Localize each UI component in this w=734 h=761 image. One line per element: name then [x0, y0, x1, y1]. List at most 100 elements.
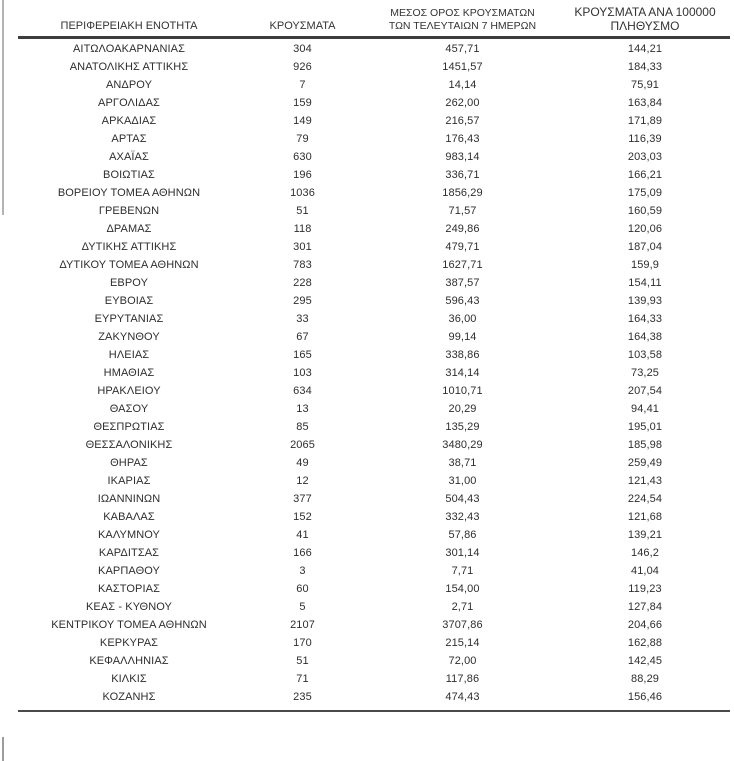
- table-row: ΘΗΡΑΣ 49 38,71 259,49: [18, 454, 730, 472]
- cases-cell: 67: [296, 331, 309, 343]
- per100k-cell: 184,33: [627, 61, 663, 73]
- region-cell: ΚΑΣΤΟΡΙΑΣ: [98, 583, 160, 595]
- region-cell: ΕΥΒΟΙΑΣ: [104, 295, 154, 307]
- per100k-cell: 116,39: [628, 133, 662, 145]
- avg7days-cell: 336,71: [445, 169, 480, 181]
- avg7days-cell: 387,57: [445, 277, 480, 289]
- cases-cell: 51: [296, 655, 309, 667]
- cases-cell: 301: [293, 241, 312, 253]
- region-cell: ΗΛΕΙΑΣ: [108, 349, 150, 361]
- table-row: ΖΑΚΥΝΘΟΥ 67 99,14 164,38: [18, 328, 730, 346]
- cases-cell: 103: [293, 367, 312, 379]
- region-cell: ΒΟΡΕΙΟΥ ΤΟΜΕΑ ΑΘΗΝΩΝ: [57, 187, 201, 199]
- cases-cell: 51: [296, 205, 309, 217]
- region-cell: ΘΗΡΑΣ: [110, 457, 148, 469]
- region-cell: ΚΑΡΠΑΘΟΥ: [98, 565, 160, 577]
- table-row: ΗΜΑΘΙΑΣ 103 314,14 73,25: [18, 364, 730, 382]
- per100k-cell: 127,84: [627, 601, 663, 613]
- region-cell: ΗΜΑΘΙΑΣ: [103, 367, 155, 379]
- per100k-cell: 120,06: [627, 223, 663, 235]
- region-cell: ΘΕΣΣΑΛΟΝΙΚΗΣ: [85, 439, 173, 451]
- avg7days-cell: 71,57: [448, 205, 477, 217]
- region-cell: ΚΙΛΚΙΣ: [111, 673, 147, 685]
- table-row: ΔΥΤΙΚΗΣ ΑΤΤΙΚΗΣ 301 479,71 187,04: [18, 238, 730, 256]
- region-cell: ΙΩΑΝΝΙΝΩΝ: [97, 493, 161, 505]
- column-header-per100k: ΚΡΟΥΣΜΑΤΑ ΑΝΑ 100000 ΠΛΗΘΥΣΜΟ: [560, 5, 730, 33]
- table-row: ΚΙΛΚΙΣ 71 117,86 88,29: [18, 670, 730, 688]
- per100k-cell: 119,23: [628, 583, 662, 595]
- column-header-avg7days-label-line1: ΜΕΣΟΣ ΟΡΟΣ ΚΡΟΥΣΜΑΤΩΝ: [390, 7, 535, 19]
- region-cell: ΑΙΤΩΛΟΑΚΑΡΝΑΝΙΑΣ: [73, 43, 185, 55]
- per100k-cell: 203,03: [627, 151, 663, 163]
- cases-cell: 5: [299, 601, 306, 613]
- table-row: ΑΡΓΟΛΙΔΑΣ 159 262,00 163,84: [18, 94, 730, 112]
- region-cell: ΚΑΡΔΙΤΣΑΣ: [98, 547, 160, 559]
- regional-cases-table: ΠΕΡΙΦΕΡΕΙΑΚΗ ΕΝΟΤΗΤΑ ΚΡΟΥΣΜΑΤΑ ΜΕΣΟΣ ΟΡΟ…: [18, 2, 730, 712]
- avg7days-cell: 1627,71: [442, 259, 483, 271]
- table-header-row: ΠΕΡΙΦΕΡΕΙΑΚΗ ΕΝΟΤΗΤΑ ΚΡΟΥΣΜΑΤΑ ΜΕΣΟΣ ΟΡΟ…: [18, 2, 730, 39]
- column-header-region-label: ΠΕΡΙΦΕΡΕΙΑΚΗ ΕΝΟΤΗΤΑ: [60, 20, 198, 32]
- per100k-cell: 166,21: [627, 169, 663, 181]
- table-row: ΚΕΝΤΡΙΚΟΥ ΤΟΜΕΑ ΑΘΗΝΩΝ 2107 3707,86 204,66: [18, 616, 730, 634]
- per100k-cell: 224,54: [627, 493, 663, 505]
- region-cell: ΘΕΣΠΡΩΤΙΑΣ: [93, 421, 165, 433]
- table-row: ΗΛΕΙΑΣ 165 338,86 103,58: [18, 346, 730, 364]
- region-cell: ΚΑΛΥΜΝΟΥ: [98, 529, 160, 541]
- avg7days-cell: 36,00: [448, 313, 477, 325]
- cases-cell: 159: [293, 97, 312, 109]
- avg7days-cell: 3707,86: [442, 619, 483, 631]
- column-header-per100k-label-line1: ΚΡΟΥΣΜΑΤΑ ΑΝΑ 100000: [574, 5, 716, 19]
- cases-cell: 41: [296, 529, 309, 541]
- per100k-cell: 175,09: [627, 187, 663, 199]
- table-row: ΚΕΡΚΥΡΑΣ 170 215,14 162,88: [18, 634, 730, 652]
- avg7days-cell: 117,86: [445, 673, 480, 685]
- table-row: ΕΥΡΥΤΑΝΙΑΣ 33 36,00 164,33: [18, 310, 730, 328]
- column-header-per100k-label-line2: ΠΛΗΘΥΣΜΟ: [610, 19, 680, 33]
- avg7days-cell: 31,00: [448, 475, 477, 487]
- avg7days-cell: 314,14: [445, 367, 480, 379]
- table-row: ΔΡΑΜΑΣ 118 249,86 120,06: [18, 220, 730, 238]
- avg7days-cell: 249,86: [445, 223, 480, 235]
- per100k-cell: 88,29: [630, 673, 660, 685]
- region-cell: ΙΚΑΡΙΑΣ: [107, 475, 151, 487]
- table-row: ΚΑΡΔΙΤΣΑΣ 166 301,14 146,2: [18, 544, 730, 562]
- region-cell: ΚΕΑΣ - ΚΥΘΝΟΥ: [86, 601, 172, 613]
- table-row: ΚΑΣΤΟΡΙΑΣ 60 154,00 119,23: [18, 580, 730, 598]
- per100k-cell: 162,88: [627, 637, 663, 649]
- cases-cell: 33: [296, 313, 309, 325]
- cases-cell: 926: [293, 61, 312, 73]
- region-cell: ΑΡΓΟΛΙΔΑΣ: [98, 97, 160, 109]
- cases-cell: 49: [296, 457, 309, 469]
- avg7days-cell: 57,86: [448, 529, 477, 541]
- per100k-cell: 259,49: [627, 457, 663, 469]
- avg7days-cell: 3480,29: [442, 439, 483, 451]
- cases-cell: 12: [296, 475, 309, 487]
- per100k-cell: 156,46: [627, 691, 663, 703]
- avg7days-cell: 20,29: [448, 403, 477, 415]
- cases-cell: 165: [293, 349, 312, 361]
- region-cell: ΔΥΤΙΚΟΥ ΤΟΜΕΑ ΑΘΗΝΩΝ: [59, 259, 199, 271]
- avg7days-cell: 14,14: [448, 79, 477, 91]
- region-cell: ΑΧΑΪΑΣ: [109, 151, 149, 163]
- table-row: ΘΕΣΠΡΩΤΙΑΣ 85 135,29 195,01: [18, 418, 730, 436]
- table-row: ΑΙΤΩΛΟΑΚΑΡΝΑΝΙΑΣ 304 457,71 144,21: [18, 40, 730, 58]
- column-header-cases-label: ΚΡΟΥΣΜΑΤΑ: [269, 20, 336, 32]
- cases-cell: 196: [293, 169, 312, 181]
- avg7days-cell: 215,14: [445, 637, 480, 649]
- region-cell: ΑΝΔΡΟΥ: [105, 79, 153, 91]
- table-row: ΚΕΑΣ - ΚΥΘΝΟΥ 5 2,71 127,84: [18, 598, 730, 616]
- region-cell: ΚΕΦΑΛΛΗΝΙΑΣ: [89, 655, 169, 667]
- region-cell: ΔΥΤΙΚΗΣ ΑΤΤΙΚΗΣ: [81, 241, 177, 253]
- avg7days-cell: 135,29: [445, 421, 480, 433]
- table-row: ΑΡΚΑΔΙΑΣ 149 216,57 171,89: [18, 112, 730, 130]
- region-cell: ΚΕΡΚΥΡΑΣ: [99, 637, 159, 649]
- avg7days-cell: 504,43: [445, 493, 480, 505]
- per100k-cell: 164,38: [627, 331, 663, 343]
- per100k-cell: 163,84: [627, 97, 663, 109]
- per100k-cell: 154,11: [628, 277, 662, 289]
- per100k-cell: 144,21: [627, 43, 663, 55]
- region-cell: ΓΡΕΒΕΝΩΝ: [98, 205, 160, 217]
- cases-cell: 295: [293, 295, 312, 307]
- per100k-cell: 195,01: [627, 421, 663, 433]
- region-cell: ΖΑΚΥΝΘΟΥ: [98, 331, 160, 343]
